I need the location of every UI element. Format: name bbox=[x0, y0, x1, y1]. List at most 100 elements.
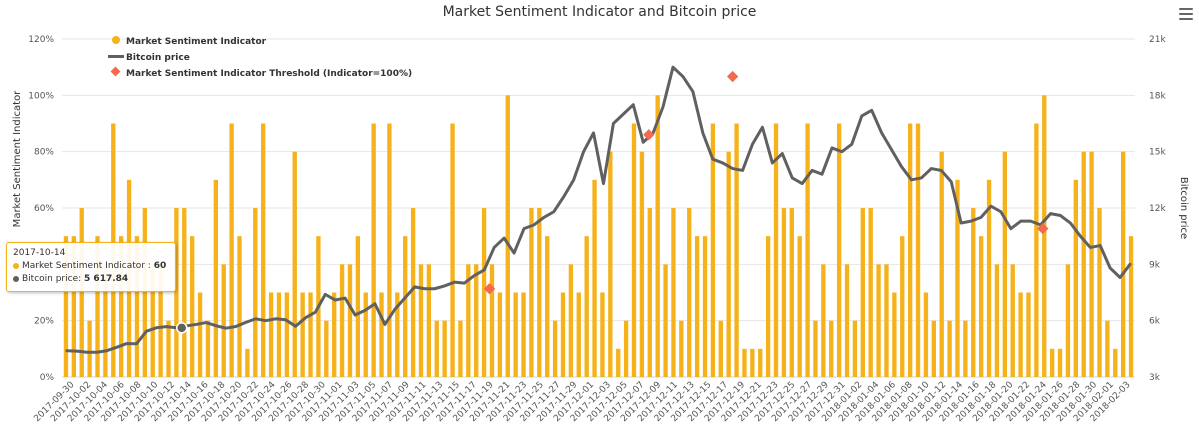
indicator-bar[interactable] bbox=[923, 292, 929, 378]
legend-threshold-label[interactable]: Market Sentiment Indicator Threshold (In… bbox=[126, 69, 412, 79]
indicator-bar[interactable] bbox=[971, 208, 976, 377]
indicator-bar[interactable] bbox=[813, 320, 818, 377]
indicator-bar[interactable] bbox=[931, 320, 936, 377]
indicator-bar[interactable] bbox=[687, 208, 692, 377]
indicator-bar[interactable] bbox=[458, 320, 463, 377]
indicator-bar[interactable] bbox=[986, 179, 992, 377]
indicator-bar[interactable] bbox=[821, 264, 826, 377]
indicator-bar[interactable] bbox=[79, 208, 84, 377]
indicator-bar[interactable] bbox=[87, 320, 92, 377]
indicator-bar[interactable] bbox=[95, 236, 100, 377]
indicator-bar[interactable] bbox=[166, 320, 171, 377]
indicator-bar[interactable] bbox=[71, 236, 77, 377]
indicator-bar[interactable] bbox=[694, 236, 700, 377]
indicator-bar[interactable] bbox=[363, 292, 368, 378]
indicator-bar[interactable] bbox=[679, 320, 684, 377]
indicator-bar[interactable] bbox=[915, 123, 921, 378]
price-line[interactable] bbox=[65, 65, 1132, 354]
indicator-bar[interactable] bbox=[568, 264, 574, 377]
indicator-bar[interactable] bbox=[418, 264, 424, 377]
threshold-marker[interactable] bbox=[726, 70, 739, 83]
indicator-bar[interactable] bbox=[742, 348, 747, 377]
indicator-bar[interactable] bbox=[734, 123, 739, 378]
indicator-bar[interactable] bbox=[434, 320, 439, 377]
indicator-bar[interactable] bbox=[560, 292, 566, 378]
indicator-bar[interactable] bbox=[182, 208, 187, 377]
indicator-bar[interactable] bbox=[781, 208, 787, 377]
indicator-bar[interactable] bbox=[584, 236, 589, 377]
indicator-bar[interactable] bbox=[521, 292, 526, 378]
indicator-bar[interactable] bbox=[1120, 151, 1126, 377]
indicator-bar[interactable] bbox=[1113, 348, 1118, 377]
indicator-bar[interactable] bbox=[426, 264, 432, 377]
indicator-bar[interactable] bbox=[197, 292, 203, 378]
indicator-bar[interactable] bbox=[718, 320, 723, 377]
indicator-bar[interactable] bbox=[702, 236, 708, 377]
indicator-bar[interactable] bbox=[1049, 348, 1055, 377]
legend-price-label[interactable]: Bitcoin price bbox=[126, 53, 190, 63]
threshold-marker[interactable] bbox=[1037, 222, 1049, 235]
indicator-bar[interactable] bbox=[616, 348, 621, 377]
indicator-bar[interactable] bbox=[253, 208, 258, 377]
indicator-bar[interactable] bbox=[158, 264, 163, 377]
indicator-bar[interactable] bbox=[347, 264, 353, 377]
indicator-bar[interactable] bbox=[765, 236, 771, 377]
indicator-bar[interactable] bbox=[631, 123, 637, 378]
indicator-bar[interactable] bbox=[410, 208, 416, 377]
indicator-bar[interactable] bbox=[387, 123, 392, 378]
indicator-bar[interactable] bbox=[726, 151, 731, 377]
indicator-bar[interactable] bbox=[529, 208, 534, 377]
indicator-bar[interactable] bbox=[1073, 179, 1078, 377]
indicator-bar[interactable] bbox=[268, 292, 274, 378]
indicator-bar[interactable] bbox=[403, 236, 408, 377]
indicator-bar[interactable] bbox=[355, 236, 361, 377]
indicator-bar[interactable] bbox=[844, 264, 850, 377]
indicator-bar[interactable] bbox=[797, 236, 802, 377]
indicator-bar[interactable] bbox=[1042, 95, 1047, 377]
indicator-bar[interactable] bbox=[789, 208, 794, 377]
indicator-bar[interactable] bbox=[868, 208, 873, 377]
indicator-bar[interactable] bbox=[142, 208, 148, 377]
indicator-bar[interactable] bbox=[994, 264, 1000, 377]
indicator-bar[interactable] bbox=[892, 292, 897, 378]
indicator-bar[interactable] bbox=[497, 292, 503, 378]
indicator-bar[interactable] bbox=[229, 123, 234, 378]
indicator-bar[interactable] bbox=[466, 264, 471, 377]
indicator-bar[interactable] bbox=[505, 95, 510, 377]
indicator-bar[interactable] bbox=[190, 236, 195, 377]
indicator-bar[interactable] bbox=[852, 320, 858, 377]
indicator-bar[interactable] bbox=[600, 292, 605, 378]
hamburger-menu-icon[interactable] bbox=[1179, 8, 1193, 20]
indicator-bar[interactable] bbox=[221, 264, 226, 377]
indicator-bar[interactable] bbox=[379, 292, 384, 378]
indicator-bar[interactable] bbox=[963, 320, 968, 377]
indicator-bar[interactable] bbox=[292, 151, 297, 377]
indicator-bar[interactable] bbox=[876, 264, 881, 377]
indicator-bar[interactable] bbox=[829, 320, 834, 377]
indicator-bar[interactable] bbox=[332, 292, 337, 378]
indicator-bar[interactable] bbox=[474, 264, 479, 377]
indicator-bar[interactable] bbox=[213, 179, 219, 377]
indicator-bar[interactable] bbox=[237, 236, 242, 377]
indicator-bar[interactable] bbox=[671, 208, 676, 377]
indicator-bar[interactable] bbox=[245, 348, 250, 377]
threshold-marker[interactable] bbox=[483, 283, 496, 295]
indicator-bar[interactable] bbox=[710, 123, 716, 378]
indicator-bar[interactable] bbox=[750, 348, 755, 377]
indicator-bar[interactable] bbox=[300, 292, 305, 378]
indicator-bar[interactable] bbox=[63, 236, 69, 377]
indicator-bar[interactable] bbox=[1065, 264, 1071, 377]
indicator-bar[interactable] bbox=[900, 236, 905, 377]
indicator-bar[interactable] bbox=[324, 320, 329, 377]
indicator-bar[interactable] bbox=[1105, 320, 1110, 377]
indicator-bar[interactable] bbox=[907, 123, 913, 378]
indicator-bar[interactable] bbox=[481, 208, 487, 377]
indicator-bar[interactable] bbox=[939, 151, 944, 377]
indicator-bar[interactable] bbox=[276, 292, 282, 378]
indicator-bar[interactable] bbox=[978, 236, 984, 377]
indicator-bar[interactable] bbox=[489, 264, 495, 377]
indicator-bar[interactable] bbox=[513, 292, 518, 378]
indicator-bar[interactable] bbox=[1034, 123, 1039, 378]
indicator-bar[interactable] bbox=[134, 236, 140, 377]
indicator-bar[interactable] bbox=[537, 208, 542, 377]
